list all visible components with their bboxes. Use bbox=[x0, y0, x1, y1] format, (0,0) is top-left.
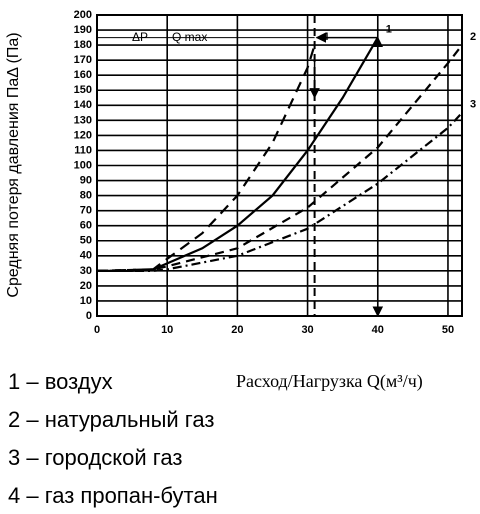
series-line bbox=[96, 44, 463, 272]
y-tick-label: 150 bbox=[74, 84, 92, 96]
x-axis-label: Расход/Нагрузка Q(м³/ч) bbox=[236, 371, 423, 392]
y-axis-label: Средняя потеря давления ПаΔ (Па) bbox=[5, 32, 22, 297]
y-tick-label: 120 bbox=[74, 129, 92, 141]
y-tick-label: 190 bbox=[74, 24, 92, 36]
y-tick-label: 20 bbox=[80, 280, 92, 292]
y-tick-label: 140 bbox=[74, 99, 92, 111]
series-line bbox=[97, 112, 463, 272]
y-tick-label: 180 bbox=[74, 39, 92, 51]
y-tick-label: 80 bbox=[80, 190, 92, 202]
y-tick-label: 30 bbox=[80, 265, 92, 277]
x-tick-label: 40 bbox=[372, 324, 384, 336]
curve-label: 2 bbox=[470, 31, 476, 43]
legend-label: 4 – газ пропан-бутан bbox=[8, 483, 218, 508]
y-tick-label: 170 bbox=[74, 54, 92, 66]
curve-label: 3 bbox=[470, 99, 476, 111]
curve-label: 1 bbox=[386, 23, 392, 35]
x-tick-label: 0 bbox=[94, 324, 100, 336]
legend-label: 3 – городской газ bbox=[8, 445, 182, 470]
curve-label: 4 bbox=[323, 31, 330, 43]
y-tick-label: 50 bbox=[80, 235, 92, 247]
x-tick-label: 10 bbox=[161, 324, 173, 336]
y-tick-label: 60 bbox=[80, 220, 92, 232]
y-tick-label: 100 bbox=[74, 159, 92, 171]
x-tick-label: 30 bbox=[301, 324, 313, 336]
y-tick-label: 90 bbox=[80, 174, 92, 186]
x-tick-label: 20 bbox=[231, 324, 243, 336]
series-line bbox=[96, 44, 316, 272]
y-tick-label: 160 bbox=[74, 69, 92, 81]
y-tick-label: 110 bbox=[74, 144, 92, 156]
legend-label: 1 – воздух bbox=[8, 369, 113, 394]
y-tick-label: 70 bbox=[80, 205, 92, 217]
plot-frame bbox=[96, 14, 463, 317]
legend-label: 2 – натуральный газ bbox=[8, 407, 214, 432]
y-tick-label: 0 bbox=[86, 310, 92, 322]
y-tick-label: 10 bbox=[80, 295, 92, 307]
y-tick-label: 200 bbox=[74, 9, 92, 21]
y-tick-label: 130 bbox=[74, 114, 92, 126]
y-tick-label: 40 bbox=[80, 250, 92, 262]
x-tick-label: 50 bbox=[442, 324, 454, 336]
